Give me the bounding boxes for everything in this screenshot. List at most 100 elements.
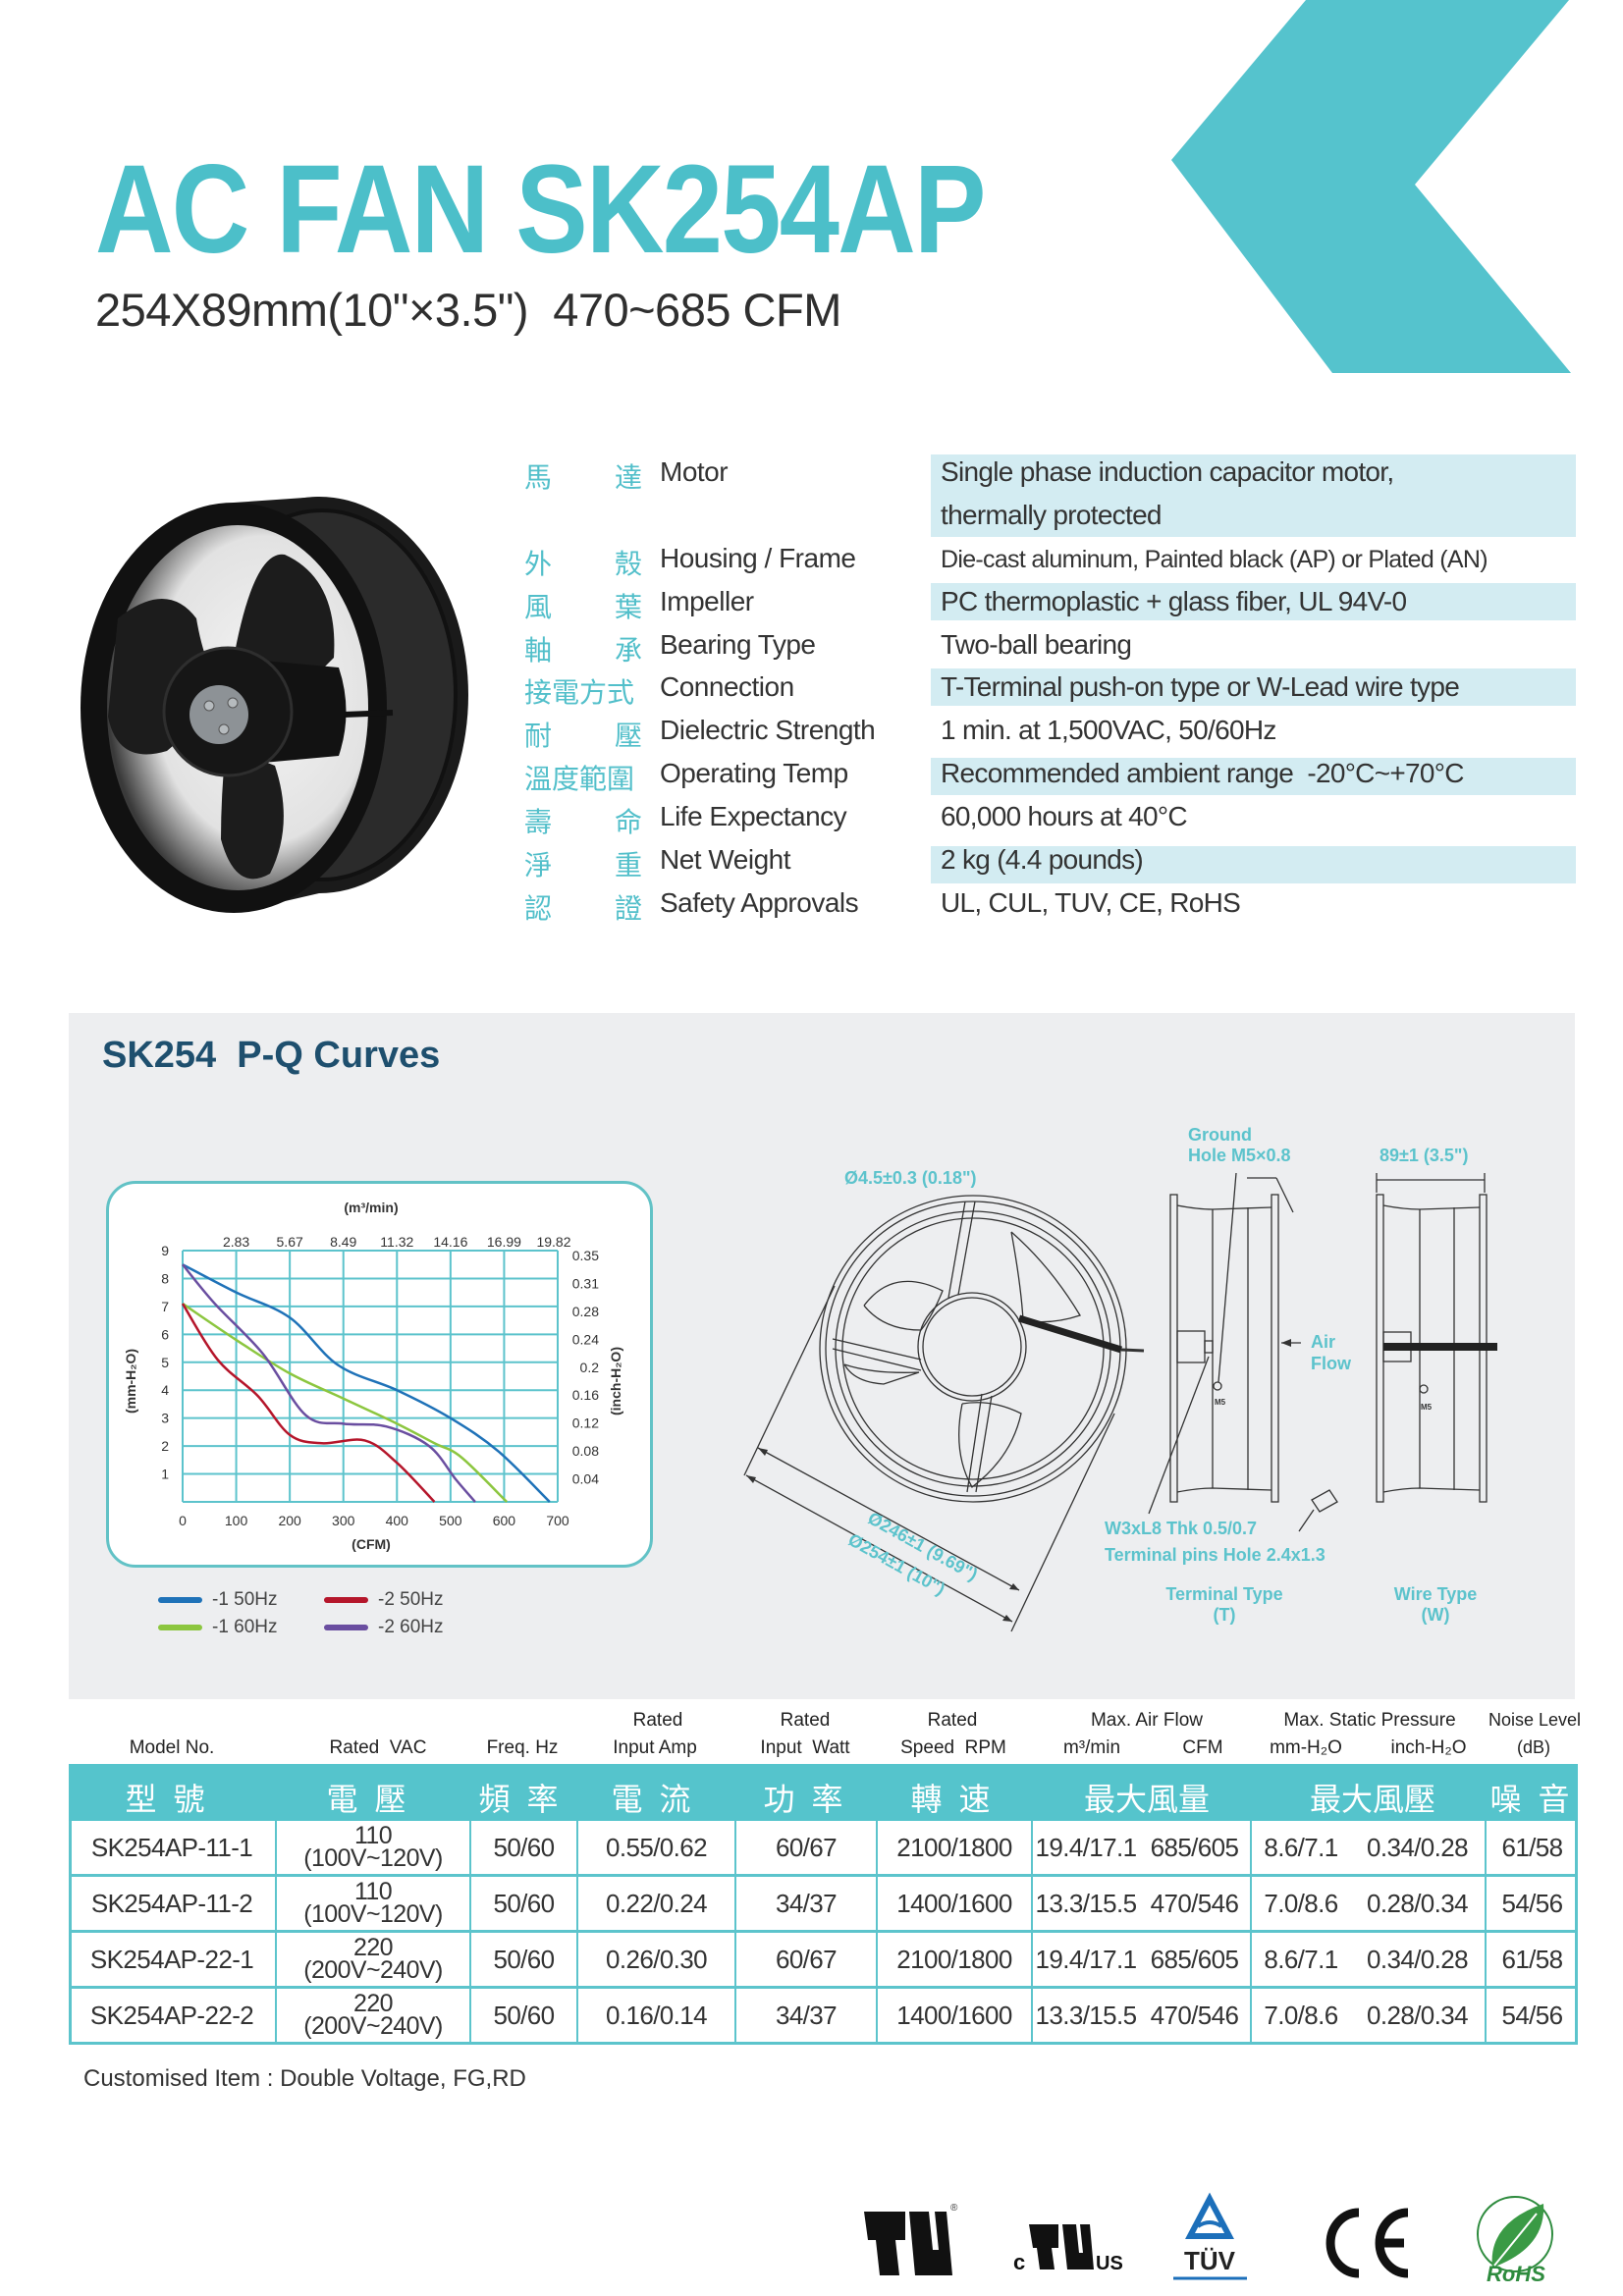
cell-amp: 0.22/0.24: [576, 1877, 734, 1930]
cell-rpm: 1400/1600: [876, 1877, 1031, 1930]
header-m3min: m³/min: [1062, 1737, 1121, 1758]
y2-tick-label: 0.16: [572, 1387, 599, 1403]
x2-tick-label: 8.49: [330, 1234, 356, 1250]
cell-inch: 0.28/0.34: [1366, 2000, 1469, 2030]
zh-char: 殼: [614, 549, 642, 579]
chevron-graphic: [1171, 0, 1571, 373]
y-tick-label: 5: [161, 1355, 169, 1370]
spec-label-housing: Housing / Frame: [660, 543, 856, 573]
voltage-range: (100V~120V): [303, 1844, 443, 1872]
header-zh-watt: 功 率: [763, 1782, 847, 1817]
spec-highlight: [931, 758, 1576, 795]
cell-mm: 7.0/8.6: [1250, 1989, 1350, 2042]
series-line-250Hz: [181, 1303, 436, 1503]
cell-freq: 50/60: [469, 1877, 576, 1930]
spec-label-impeller: Impeller: [660, 586, 754, 616]
y2-tick-label: 0.2: [580, 1360, 600, 1375]
spec-label-connection: Connection: [660, 671, 794, 702]
side-view-wire: [1376, 1173, 1488, 1503]
header-amp-line1: Rated: [632, 1710, 683, 1731]
wire-type-label: Wire Type: [1394, 1584, 1478, 1604]
y2-tick-label: 0.28: [572, 1304, 599, 1319]
cell-vac: 220 (200V~240V): [275, 1989, 469, 2042]
dimension-arrows: [746, 1448, 1019, 1622]
spec-value-connection: T-Terminal push-on type or W-Lead wire t…: [941, 671, 1460, 702]
svg-text:US: US: [1096, 2253, 1123, 2274]
cul-us-logo: c US: [1013, 2224, 1123, 2274]
zh-char: 重: [614, 850, 642, 881]
spec-value-life: 60,000 hours at 40°C: [941, 801, 1188, 831]
cell-cfm: 685/605: [1150, 1944, 1239, 1974]
legend-label: -1 50Hz: [212, 1589, 278, 1610]
depth-dimension-label: 89±1 (3.5"): [1380, 1146, 1468, 1165]
legend-swatch-2-60hz: [324, 1625, 368, 1630]
spec-value-dielectric: 1 min. at 1,500VAC, 50/60Hz: [941, 715, 1276, 745]
spec-label-approvals: Safety Approvals: [660, 887, 859, 918]
spec-label-zh: 軸承: [524, 629, 642, 668]
table-row: SK254AP-11-1 110 (100V~120V) 50/60 0.55/0.62…: [69, 1821, 1578, 1877]
cell-amp: 0.16/0.14: [576, 1989, 734, 2042]
spec-label-zh: 溫度範圍: [524, 758, 642, 797]
table-row: SK254AP-11-2 110 (100V~120V) 50/60 0.22/0.24…: [69, 1877, 1578, 1933]
header-watt: Input Watt: [760, 1737, 850, 1758]
spec-label-weight: Net Weight: [660, 844, 791, 875]
spec-label-motor: Motor: [660, 456, 729, 487]
x-tick-label: 600: [493, 1513, 516, 1528]
spec-label-zh: 馬達: [524, 456, 642, 496]
cell-freq: 50/60: [469, 1989, 576, 2042]
fan-product-image: [81, 497, 468, 913]
cell-inch: 0.34/0.28: [1366, 1944, 1469, 1974]
cell-vac: 110 (100V~120V): [275, 1877, 469, 1930]
zh-char: 命: [614, 807, 642, 837]
m5-label: M5: [1215, 1398, 1226, 1407]
cell-model: SK254AP-11-1: [90, 1832, 253, 1862]
x-tick-label: 100: [225, 1513, 248, 1528]
spec-value-impeller: PC thermoplastic + glass fiber, UL 94V-0: [941, 586, 1407, 616]
header-noise-line1: Noise Level: [1488, 1710, 1582, 1730]
header-zh-airflow: 最大風量: [1083, 1782, 1211, 1817]
header-db: (dB): [1516, 1737, 1551, 1757]
spec-value-bearing: Two-ball bearing: [941, 629, 1132, 660]
series-line-150Hz: [182, 1263, 551, 1503]
legend-swatch-1-50hz: [158, 1597, 202, 1603]
terminal-type-code: (T): [1214, 1605, 1236, 1625]
y-tick-label: 7: [161, 1299, 169, 1314]
tuv-logo: TÜV: [1173, 2192, 1247, 2280]
spec-value-weight: 2 kg (4.4 pounds): [941, 844, 1144, 875]
header-speed: Speed RPM: [900, 1737, 1006, 1758]
customised-note: Customised Item : Double Voltage, FG,RD: [83, 2065, 526, 2092]
header-amp: Input Amp: [613, 1737, 697, 1758]
spec-value-motor-line2: thermally protected: [941, 500, 1163, 530]
y-tick-label: 9: [161, 1243, 169, 1258]
header-pressure-line1: Max. Static Pressure: [1283, 1710, 1456, 1731]
spec-label-zh: 接電方式: [524, 671, 642, 711]
terminal-spec-label: Terminal pins Hole 2.4x1.3: [1105, 1545, 1325, 1565]
cell-model: SK254AP-11-2: [90, 1888, 253, 1918]
zh-char: 葉: [614, 592, 642, 622]
ce-logo: [1325, 2208, 1409, 2278]
zh-char: 風: [524, 592, 553, 622]
front-view: [743, 1177, 1294, 1632]
zh-char: 認: [524, 893, 553, 924]
header-mmh2o: mm-H₂O: [1270, 1737, 1342, 1758]
voltage-nominal: 220: [353, 1990, 394, 2017]
x2-tick-label: 16.99: [487, 1234, 521, 1250]
table-right-border: [1575, 1821, 1578, 2045]
cell-vac: 110 (100V~120V): [275, 1821, 469, 1874]
y2-axis-title: (inch-H₂O): [608, 1347, 623, 1415]
cell-rpm: 2100/1800: [876, 1821, 1031, 1874]
spec-highlight: [931, 583, 1576, 620]
cell-rpm: 1400/1600: [876, 1989, 1031, 2042]
header-zh-freq: 頻 率: [478, 1782, 563, 1817]
spec-label-bearing: Bearing Type: [660, 629, 816, 660]
spec-highlight: [931, 454, 1576, 537]
y2-tick-label: 0.08: [572, 1443, 599, 1459]
header-zh-vac: 電 壓: [326, 1782, 410, 1817]
cell-mm: 7.0/8.6: [1250, 1877, 1350, 1930]
x-axis-title: (CFM): [352, 1536, 391, 1552]
spec-label-zh: 風葉: [524, 586, 642, 625]
y-tick-label: 3: [161, 1411, 169, 1426]
spec-label-zh: 淨重: [524, 844, 642, 883]
x-tick-label: 400: [386, 1513, 409, 1528]
y2-tick-label: 0.35: [572, 1248, 599, 1263]
